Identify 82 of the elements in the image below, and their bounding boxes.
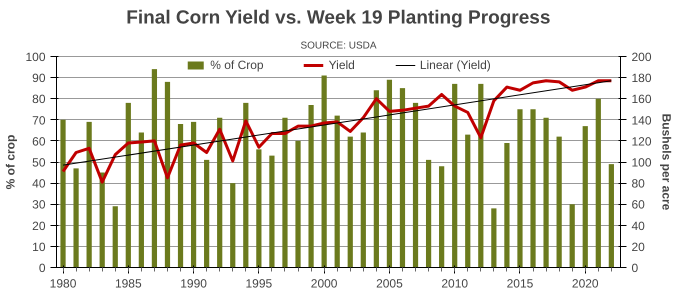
bar xyxy=(138,132,144,268)
bar xyxy=(100,172,105,268)
bar xyxy=(308,105,314,268)
bar xyxy=(282,118,288,268)
bar xyxy=(256,149,262,268)
bar xyxy=(322,75,327,268)
bar xyxy=(596,98,601,268)
bar xyxy=(360,132,366,268)
y-tick-label: 80 xyxy=(32,92,46,106)
legend-label: Yield xyxy=(328,58,355,72)
bar xyxy=(439,166,444,268)
y2-tick-label: 120 xyxy=(632,134,652,148)
bar xyxy=(543,118,549,268)
bar xyxy=(295,140,301,268)
x-tick-label: 2020 xyxy=(572,276,599,290)
y2-tick-label: 80 xyxy=(632,176,646,191)
y-tick-label: 40 xyxy=(32,176,46,191)
y2-axis-title: Bushels per acre xyxy=(660,114,674,211)
bar xyxy=(491,208,496,268)
bar xyxy=(556,136,562,268)
bar xyxy=(178,124,184,268)
bar xyxy=(608,164,614,268)
chart-subtitle: SOURCE: USDA xyxy=(300,40,377,52)
bar xyxy=(530,109,536,268)
bar xyxy=(217,118,222,268)
x-tick-label: 1990 xyxy=(180,276,208,290)
bar xyxy=(504,143,510,268)
y2-tick-label: 200 xyxy=(632,50,652,64)
bar xyxy=(190,122,196,268)
bar xyxy=(164,82,170,268)
y-tick-label: 20 xyxy=(32,218,46,233)
x-tick-label: 2015 xyxy=(506,276,534,290)
y-axis-title: % of crop xyxy=(3,134,18,190)
y2-tick-label: 140 xyxy=(632,113,652,128)
bar xyxy=(126,102,131,268)
bar xyxy=(243,102,248,268)
x-tick-label: 2010 xyxy=(441,276,468,290)
x-tick-label: 1995 xyxy=(246,276,273,290)
y-tick-label: 90 xyxy=(32,71,46,86)
y2-tick-label: 100 xyxy=(632,156,652,170)
bar xyxy=(73,168,79,268)
y-tick-label: 60 xyxy=(32,134,46,148)
y2-tick-label: 180 xyxy=(632,71,652,86)
y2-tick-label: 160 xyxy=(632,92,652,106)
y-tick-label: 30 xyxy=(32,198,46,212)
y2-tick-label: 20 xyxy=(632,240,646,254)
x-tick-label: 2000 xyxy=(310,276,338,290)
bar xyxy=(426,160,432,268)
bar xyxy=(86,122,92,268)
bar xyxy=(412,102,418,268)
bar xyxy=(112,206,118,268)
bar xyxy=(60,120,66,268)
bar xyxy=(269,156,275,268)
y-tick-label: 70 xyxy=(32,113,46,128)
bar xyxy=(152,69,158,268)
bar xyxy=(204,160,210,268)
bar xyxy=(452,84,458,268)
bar xyxy=(374,90,379,268)
bar xyxy=(334,116,340,268)
bar xyxy=(465,134,470,268)
bar xyxy=(348,136,353,268)
y-tick-label: 10 xyxy=(32,240,46,254)
y-tick-label: 0 xyxy=(38,261,46,275)
y2-tick-label: 40 xyxy=(632,218,646,233)
x-tick-label: 2005 xyxy=(376,276,404,290)
bar xyxy=(400,88,406,268)
x-tick-label: 1985 xyxy=(114,276,142,290)
y2-tick-label: 60 xyxy=(632,198,646,212)
y2-tick-label: 0 xyxy=(632,261,638,275)
bar xyxy=(570,204,575,268)
y-tick-label: 50 xyxy=(32,156,46,170)
bar xyxy=(230,183,236,268)
bar xyxy=(478,84,484,268)
legend-label: Linear (Yield) xyxy=(420,58,491,72)
legend-label: % of Crop xyxy=(210,58,264,72)
y-tick-label: 100 xyxy=(25,50,46,64)
line-series xyxy=(62,79,613,184)
x-tick-label: 1980 xyxy=(50,276,77,290)
bar xyxy=(386,80,392,268)
bar xyxy=(517,109,523,268)
chart-title: Final Corn Yield vs. Week 19 Planting Progress xyxy=(126,8,550,28)
bar xyxy=(582,126,588,268)
